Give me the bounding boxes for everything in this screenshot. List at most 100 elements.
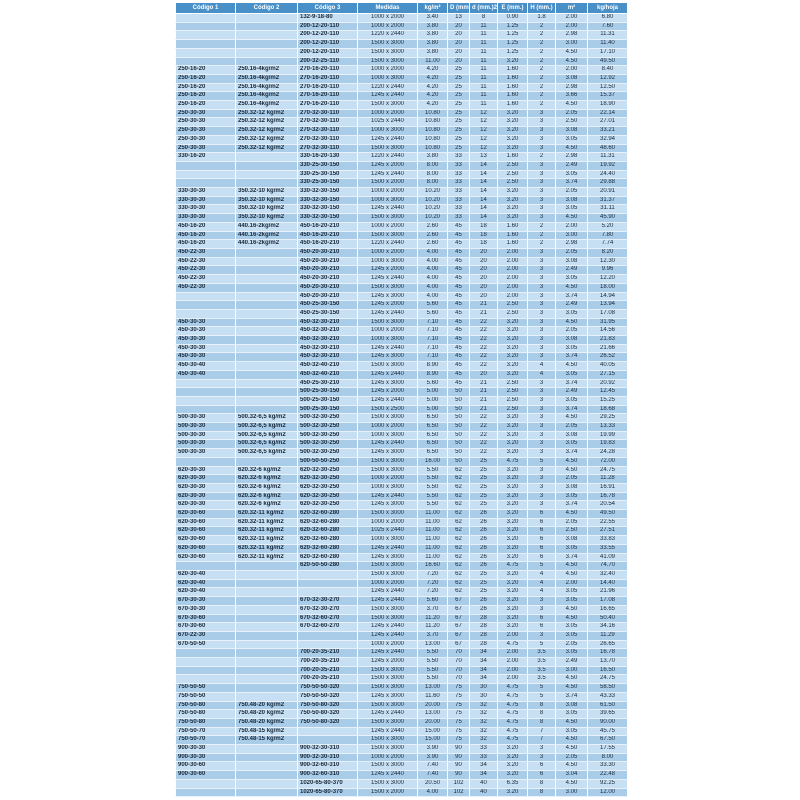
- table-cell: 250.32-12 kg/m2: [235, 135, 298, 145]
- empty-cell: [235, 648, 298, 659]
- table-cell: 4: [527, 579, 556, 589]
- table-cell: 4.20: [417, 74, 448, 84]
- table-cell: 500-50-50-250: [297, 457, 358, 467]
- table-cell: 5.20: [587, 222, 628, 232]
- table-cell: 1500 x 3000: [357, 761, 418, 772]
- empty-cell: [235, 178, 298, 189]
- table-cell: 13.70: [587, 657, 628, 667]
- empty-cell: [175, 170, 236, 180]
- table-cell: 45: [447, 344, 470, 354]
- table-cell: 3.20: [497, 344, 528, 354]
- table-cell: 3.20: [497, 204, 528, 215]
- table-cell: 1500 x 3000: [357, 144, 418, 154]
- table-cell: 450-16-20-210: [297, 222, 358, 232]
- table-cell: 3.05: [555, 439, 588, 450]
- table-cell: 20: [447, 22, 470, 32]
- table-cell: 5: [527, 683, 556, 693]
- table-cell: 3.20: [497, 117, 528, 128]
- table-cell: 7.10: [417, 318, 448, 328]
- table-cell: 3: [527, 292, 556, 302]
- empty-cell: [175, 48, 236, 58]
- table-cell: 1500 x 3000: [357, 361, 418, 371]
- table-cell: 132-9-18-80: [297, 13, 358, 23]
- table-cell: 8.00: [587, 753, 628, 763]
- table-cell: 70: [447, 657, 470, 667]
- table-cell: 11.00: [417, 553, 448, 563]
- table-row: 330-16-20 330-16-20-130 1220 x 2440 3.80 33 1…: [175, 152, 628, 162]
- table-cell: 12.00: [587, 788, 628, 798]
- table-cell: 4.75: [497, 735, 528, 746]
- table-cell: 450-32-30-210: [297, 318, 358, 328]
- table-cell: 26: [469, 553, 498, 563]
- table-cell: 62: [447, 570, 470, 580]
- table-cell: 3.20: [497, 579, 528, 589]
- table-cell: 20: [469, 283, 498, 293]
- table-row: 500-30-30 500.32-6,5 kg/m2 500-32-30-250 12…: [175, 448, 628, 458]
- table-cell: 67: [447, 605, 470, 615]
- table-cell: 25: [469, 579, 498, 589]
- empty-cell: [175, 30, 236, 41]
- table-cell: 22.48: [587, 770, 628, 780]
- empty-cell: [235, 631, 298, 641]
- table-cell: 29.88: [587, 178, 628, 189]
- table-cell: 1.25: [497, 48, 528, 58]
- table-cell: 3.20: [497, 57, 528, 67]
- table-cell: 500-30-30: [175, 431, 236, 441]
- table-cell: 1000 x 3000: [357, 431, 418, 441]
- table-cell: 70: [447, 666, 470, 676]
- table-cell: 450-22-30: [175, 283, 236, 293]
- table-row: 700-20-35-210 1500 x 3000 5.50 70 34 2.00 3.5 4…: [175, 674, 628, 685]
- table-cell: 26.52: [587, 352, 628, 363]
- table-cell: 1245 x 2000: [357, 300, 418, 310]
- empty-cell: [297, 570, 358, 580]
- table-cell: 25: [469, 466, 498, 476]
- table-cell: 3.74: [555, 553, 588, 563]
- empty-cell: [235, 640, 298, 650]
- table-cell: 670-30-30: [175, 596, 236, 606]
- column-header: E (mm.): [497, 2, 528, 14]
- table-cell: 3: [527, 439, 556, 450]
- table-cell: 1245 x 3000: [357, 692, 418, 702]
- table-cell: 8: [469, 13, 498, 23]
- table-cell: 5.60: [417, 300, 448, 310]
- table-cell: 3.20: [497, 352, 528, 363]
- table-cell: 2.00: [555, 579, 588, 589]
- table-cell: 1.25: [497, 30, 528, 41]
- table-cell: 14: [469, 204, 498, 215]
- table-cell: 12: [469, 144, 498, 154]
- table-cell: 4: [527, 361, 556, 371]
- table-cell: 3: [527, 344, 556, 354]
- table-cell: 45: [447, 361, 470, 371]
- table-cell: 20.54: [587, 500, 628, 511]
- table-cell: 3.20: [497, 753, 528, 763]
- table-cell: 3: [527, 413, 556, 424]
- table-row: 620-30-60 620.32-11 kg/m2 620-32-60-280 100…: [175, 535, 628, 545]
- table-cell: 6.50: [417, 431, 448, 441]
- table-cell: 72.00: [587, 457, 628, 467]
- table-cell: 3.05: [555, 596, 588, 606]
- empty-cell: [235, 22, 298, 32]
- table-cell: 5.50: [417, 500, 448, 511]
- table-cell: 2.05: [555, 109, 588, 119]
- table-row: 200-12-20-110 1000 x 2000 3.80 20 11 1.25 2 2.0…: [175, 22, 628, 32]
- table-cell: 620-32-30-250: [297, 500, 358, 511]
- table-cell: 1245 x 2440: [357, 439, 418, 450]
- table-cell: 3.70: [417, 605, 448, 615]
- table-cell: 6: [527, 535, 556, 545]
- table-cell: 26.65: [587, 640, 628, 650]
- table-cell: 3: [527, 187, 556, 197]
- table-cell: 500-32-30-250: [297, 413, 358, 424]
- table-cell: 8.00: [417, 170, 448, 180]
- table-cell: 670-30-30: [175, 605, 236, 615]
- table-row: 330-30-30 350.32-10 kg/m2 330-32-30-150 150…: [175, 213, 628, 223]
- table-cell: 33.83: [587, 535, 628, 545]
- table-cell: 250-16-20: [175, 65, 236, 75]
- table-cell: 34: [469, 770, 498, 780]
- empty-cell: [235, 379, 298, 389]
- empty-cell: [235, 30, 298, 41]
- table-cell: 670-30-60: [175, 622, 236, 632]
- table-cell: 20: [447, 48, 470, 58]
- table-cell: 67: [447, 631, 470, 641]
- table-cell: 41.09: [587, 553, 628, 563]
